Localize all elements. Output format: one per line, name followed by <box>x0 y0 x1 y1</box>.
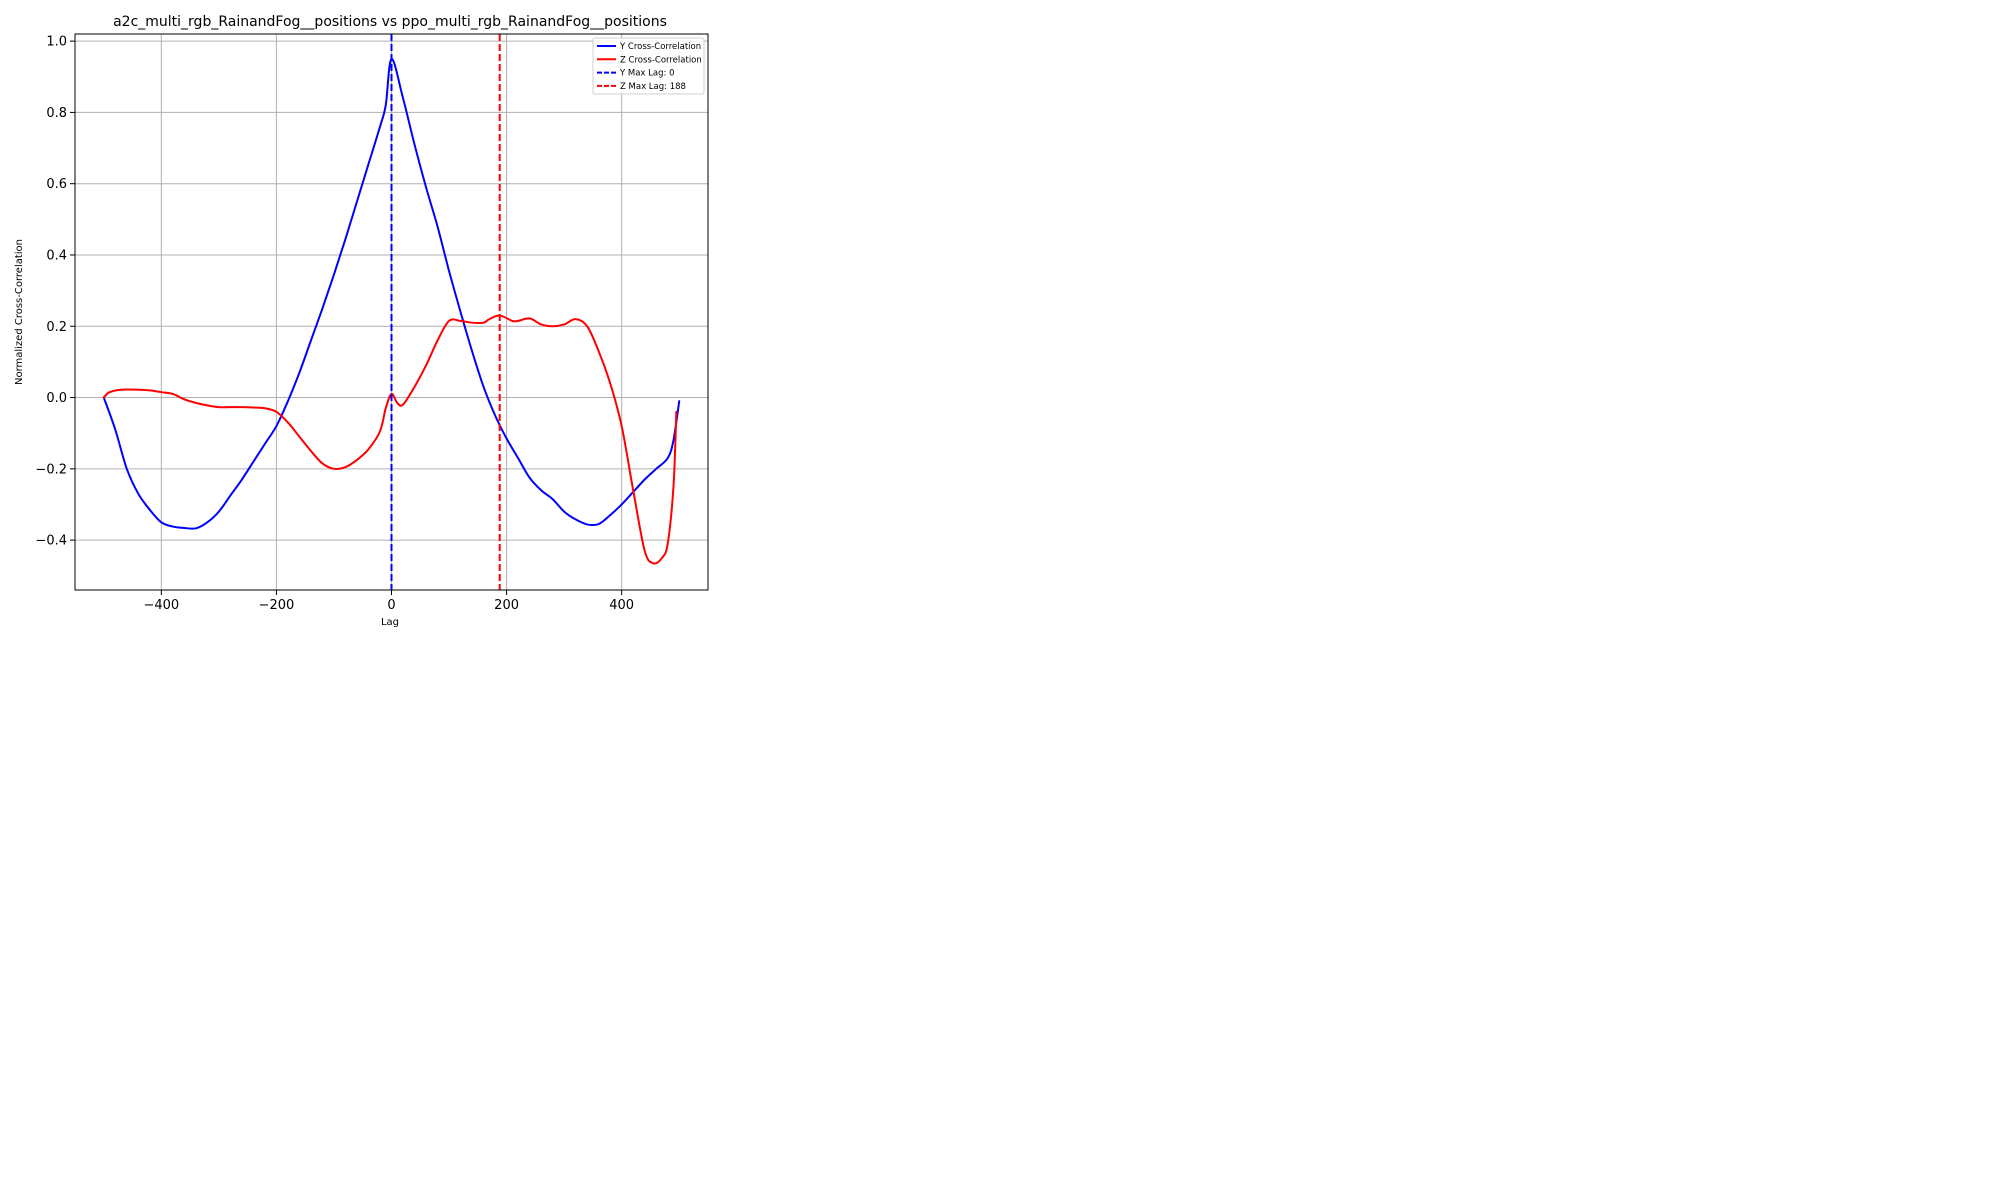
legend: Y Cross-Correlation Z Cross-Correlation Y … <box>592 37 705 95</box>
tick-layer: −400 −200 0 200 400 −0.4 −0.2 0.0 0.2 0.4 0.6 0.8 1.… <box>35 35 634 613</box>
x-axis-label: Lag <box>381 617 399 628</box>
x-tick-label: 200 <box>494 598 519 613</box>
legend-label: Y Max Lag: 0 <box>619 69 674 79</box>
y-tick-label: 0.8 <box>46 106 67 121</box>
legend-label: Z Cross-Correlation <box>620 55 702 65</box>
x-tick-label: −200 <box>259 598 295 613</box>
legend-box <box>592 37 705 95</box>
series-line-z-cross-correlation <box>102 314 678 565</box>
y-tick-label: 0.0 <box>46 391 67 406</box>
x-tick-label: 400 <box>609 598 634 613</box>
legend-label: Y Cross-Correlation <box>619 42 701 52</box>
chart-title: a2c_multi_rgb_RainandFog__positions vs p… <box>113 14 667 30</box>
y-tick-label: 0.4 <box>46 248 67 263</box>
y-tick-label: −0.2 <box>35 462 67 477</box>
x-tick-label: 0 <box>387 598 395 613</box>
y-tick-label: 0.6 <box>46 177 67 192</box>
y-tick-label: −0.4 <box>35 534 67 549</box>
series-layer <box>102 34 681 590</box>
legend-label: Z Max Lag: 188 <box>620 82 686 92</box>
x-tick-label: −400 <box>143 598 179 613</box>
y-tick-label: 1.0 <box>46 35 67 50</box>
y-tick-label: 0.2 <box>46 320 67 335</box>
y-axis-label: Normalized Cross-Correlation <box>14 239 25 385</box>
